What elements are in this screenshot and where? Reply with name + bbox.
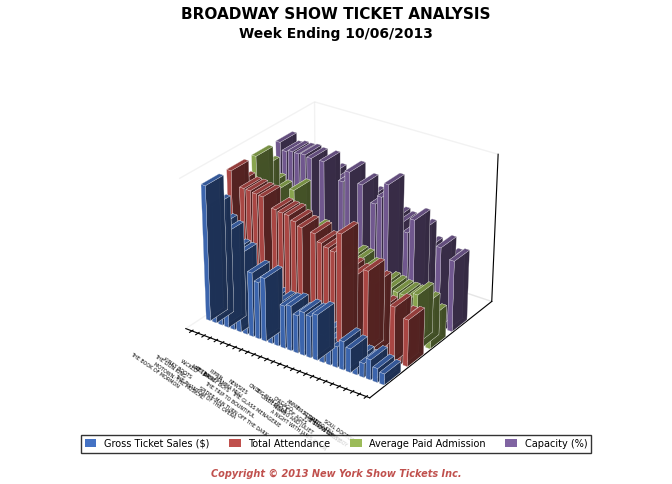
Text: Week Ending 10/06/2013: Week Ending 10/06/2013 (239, 27, 433, 41)
Text: BROADWAY SHOW TICKET ANALYSIS: BROADWAY SHOW TICKET ANALYSIS (181, 7, 491, 22)
Legend: Gross Ticket Sales ($), Total Attendance, Average Paid Admission, Capacity (%): Gross Ticket Sales ($), Total Attendance… (81, 435, 591, 453)
Text: Copyright © 2013 New York Show Tickets Inc.: Copyright © 2013 New York Show Tickets I… (211, 469, 461, 479)
